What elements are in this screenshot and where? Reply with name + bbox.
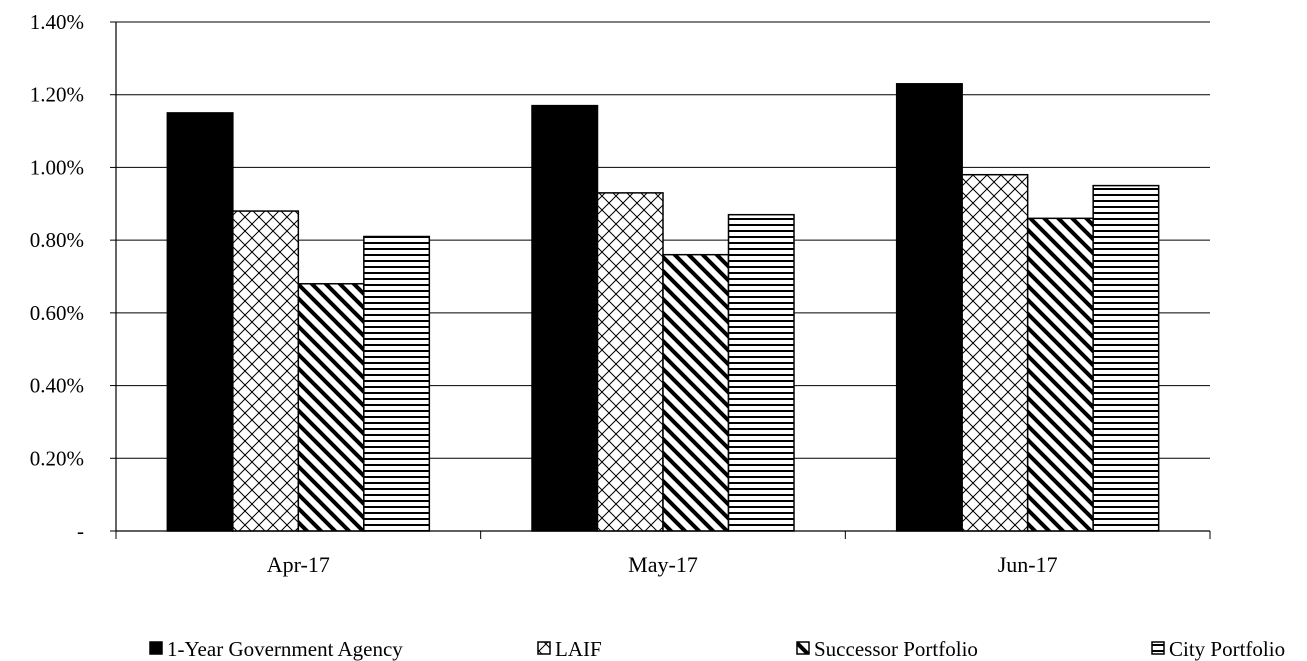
y-tick-label: 0.60% <box>30 301 84 325</box>
legend: 1-Year Government Agency LAIF Successor Po… <box>149 637 1285 661</box>
bar <box>961 173 1029 532</box>
y-tick-label: 1.00% <box>30 155 84 179</box>
y-tick-label: 0.80% <box>30 228 84 252</box>
y-axis-tick-labels: - 0.20% 0.40% 0.60% 0.80% 1.00% 1.20% 1.40% <box>30 10 116 543</box>
axes <box>115 22 1211 539</box>
bar <box>727 213 795 532</box>
x-tick-label: Jun-17 <box>998 552 1058 577</box>
x-tick-label: May-17 <box>628 552 698 577</box>
x-axis-tick-labels: Apr-17 May-17 Jun-17 <box>267 552 1058 577</box>
legend-swatch <box>796 641 810 655</box>
bar <box>297 283 365 532</box>
legend-swatch <box>1151 641 1165 655</box>
y-tick-label: 0.20% <box>30 446 84 470</box>
legend-label: Successor Portfolio <box>814 637 978 661</box>
legend-swatch <box>537 641 551 655</box>
legend-label: 1-Year Government Agency <box>167 637 403 661</box>
legend-swatch <box>149 641 163 655</box>
bar <box>895 83 963 532</box>
y-tick-label: 1.40% <box>30 10 84 34</box>
x-tick-label: Apr-17 <box>267 552 330 577</box>
bar-series <box>166 83 1160 532</box>
y-tick-label: 0.40% <box>30 374 84 398</box>
bar <box>166 112 234 532</box>
bar <box>662 253 730 532</box>
y-tick-label: - <box>77 519 84 543</box>
bar <box>596 192 664 532</box>
bar <box>1026 217 1094 532</box>
bar <box>232 210 300 532</box>
y-tick-label: 1.20% <box>30 83 84 107</box>
bar <box>531 104 599 532</box>
bar <box>363 235 431 532</box>
legend-label: City Portfolio <box>1169 637 1285 661</box>
bar <box>1092 184 1160 532</box>
legend-label: LAIF <box>555 637 602 661</box>
